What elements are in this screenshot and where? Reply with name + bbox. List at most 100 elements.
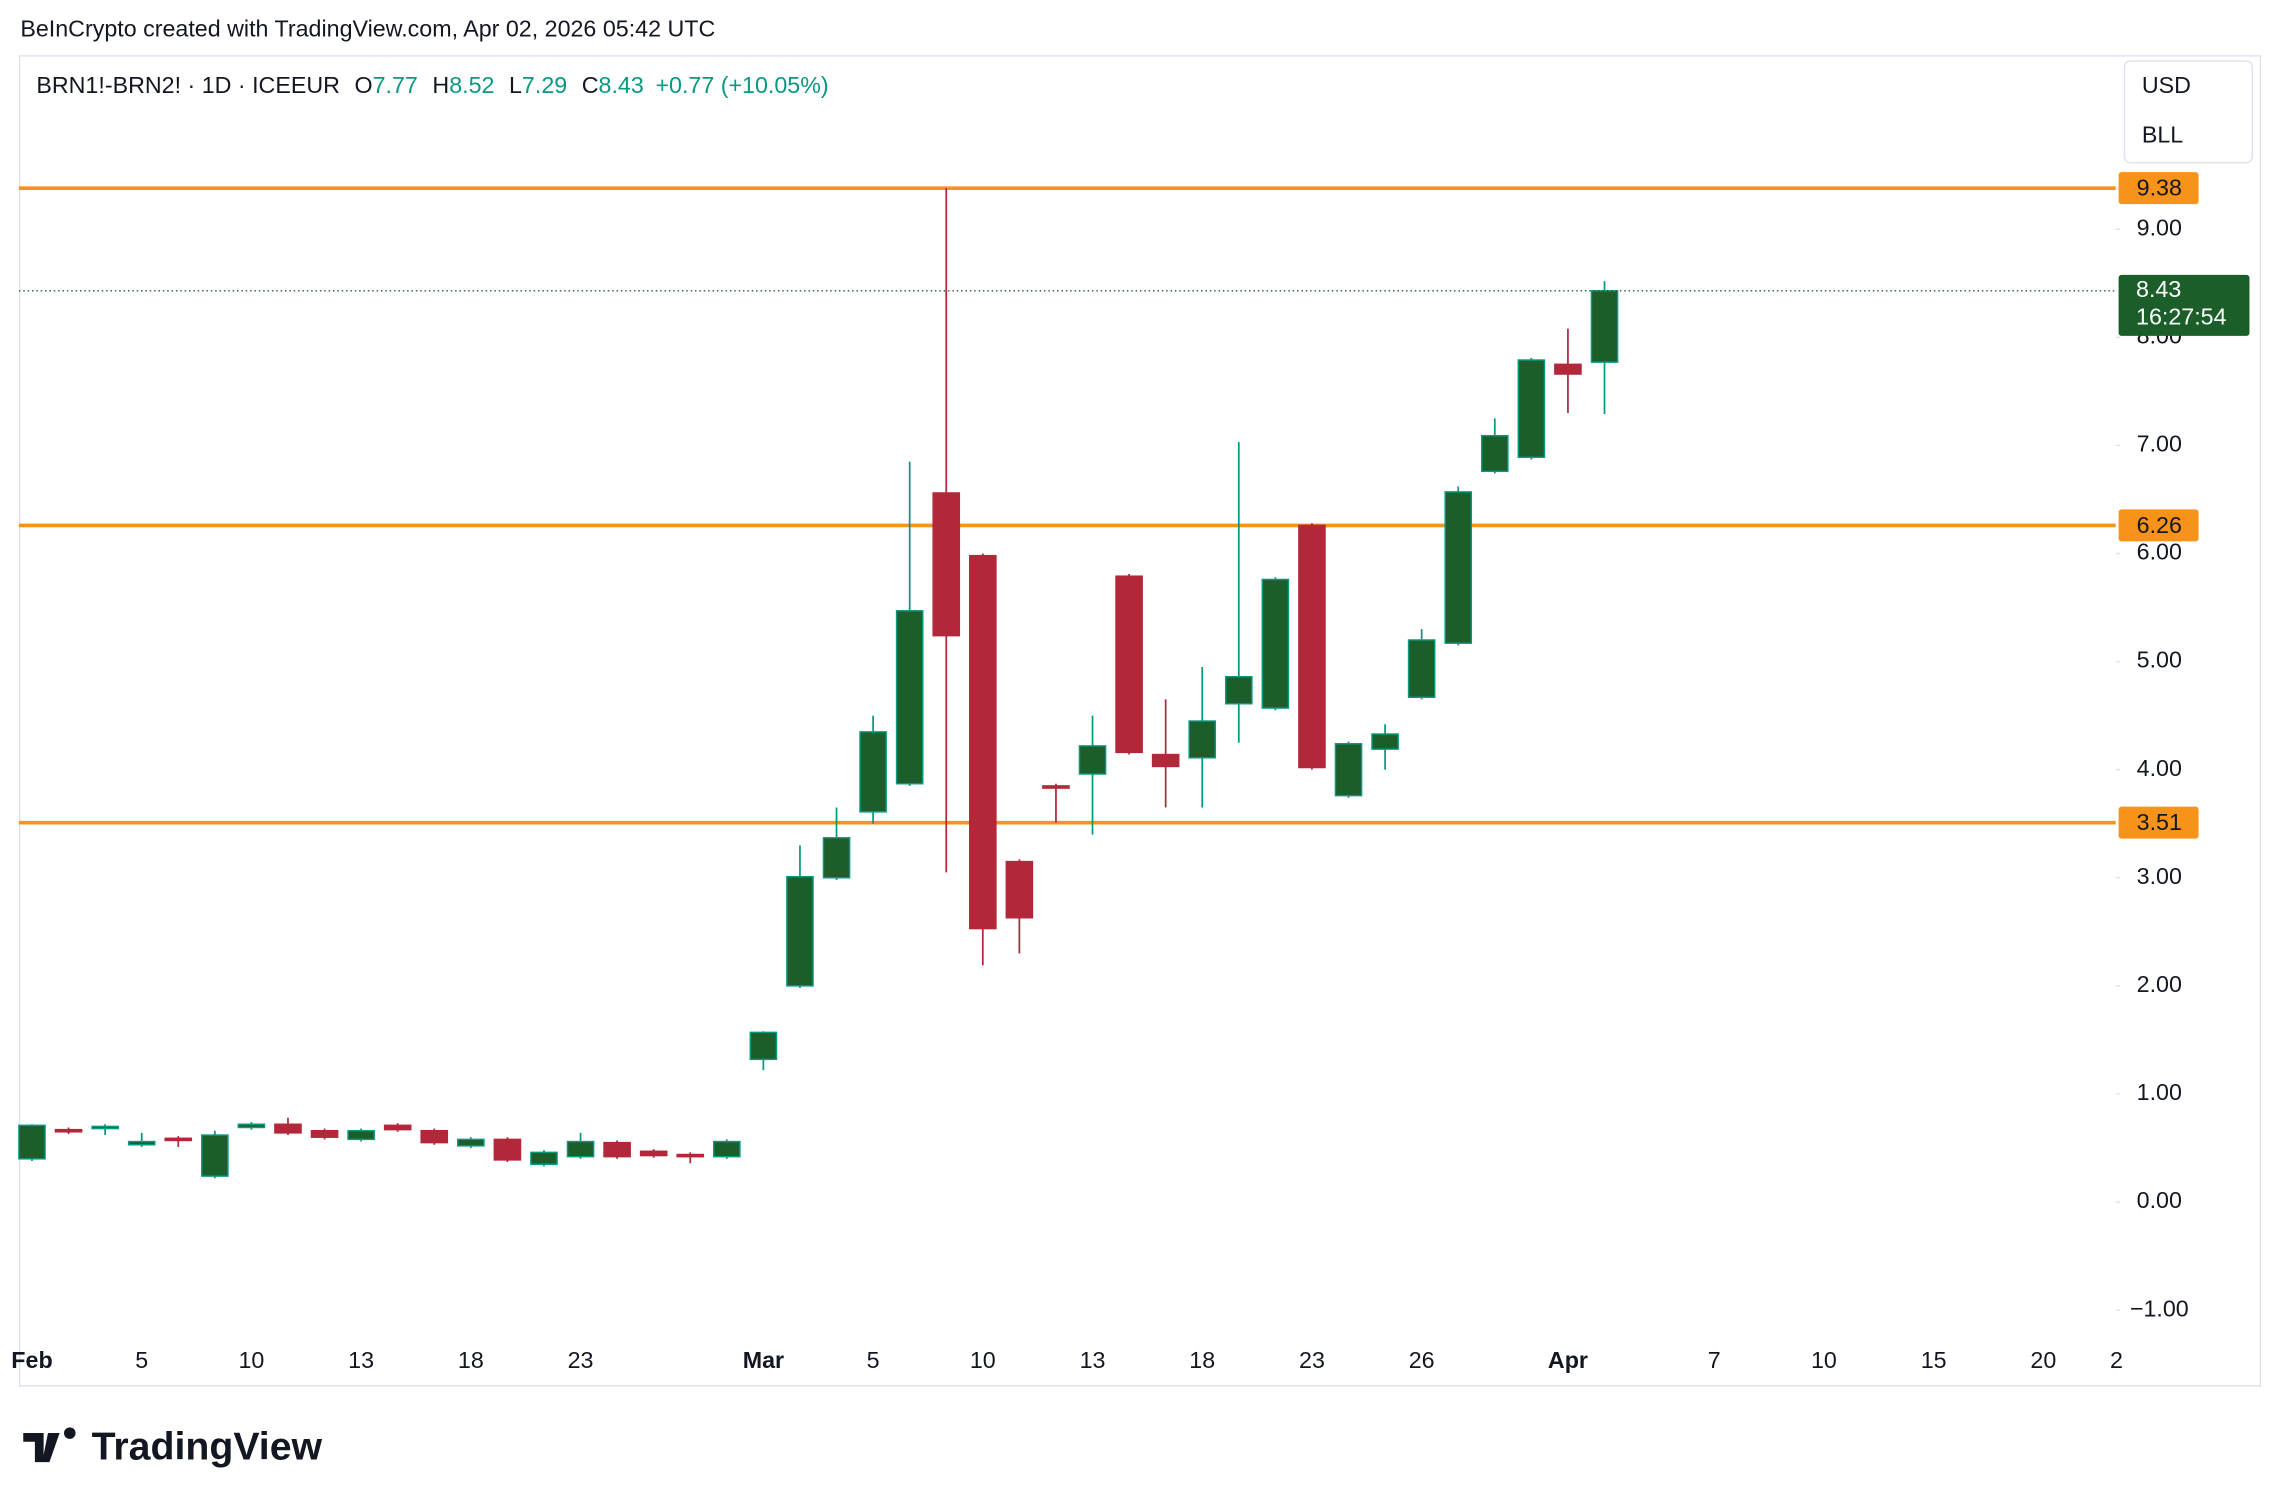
candle-body bbox=[1444, 491, 1473, 644]
x-tick-label: 13 bbox=[348, 1347, 374, 1373]
candle-body bbox=[1151, 753, 1180, 768]
candle-body bbox=[859, 731, 887, 813]
x-tick-label: Apr bbox=[1548, 1347, 1588, 1373]
level-label-box bbox=[2118, 172, 2199, 205]
y-tick-label: 9.00 bbox=[2137, 214, 2182, 240]
candle-body bbox=[603, 1141, 631, 1158]
x-tick-label: 2 bbox=[2110, 1347, 2123, 1373]
countdown: 16:27:54 bbox=[2136, 304, 2227, 330]
x-tick-label: 13 bbox=[1080, 1347, 1106, 1373]
logo-icon bbox=[23, 1427, 76, 1463]
x-tick-label: Mar bbox=[743, 1347, 784, 1373]
legend-header: BRN1!-BRN2! · 1D · ICEEUR O7.77 H8.52 L7.29… bbox=[36, 72, 828, 98]
ohlc-letter: H bbox=[432, 72, 449, 98]
x-tick-label: 23 bbox=[568, 1347, 594, 1373]
y-tick-label: 6.00 bbox=[2137, 539, 2182, 565]
ohlc-value: 7.77 bbox=[373, 72, 418, 98]
logo: TradingView bbox=[23, 1424, 323, 1468]
y-tick-label: −1.00 bbox=[2130, 1295, 2189, 1321]
candle-body bbox=[1042, 785, 1070, 789]
level-label-box bbox=[2118, 806, 2199, 839]
currency[interactable]: USD bbox=[2142, 72, 2191, 98]
candle-body bbox=[530, 1151, 558, 1165]
candle-body bbox=[822, 837, 851, 879]
pane-border bbox=[18, 55, 2262, 1387]
candle-body bbox=[639, 1150, 668, 1157]
candle-body bbox=[1407, 639, 1436, 698]
candle-body bbox=[54, 1128, 83, 1133]
y-tick-label: 4.00 bbox=[2137, 755, 2182, 781]
candle-body bbox=[347, 1130, 375, 1141]
candle-body bbox=[749, 1031, 778, 1061]
candle-body bbox=[1005, 860, 1034, 919]
candle-body bbox=[91, 1125, 119, 1130]
x-tick-label: 10 bbox=[1811, 1347, 1837, 1373]
candle-body bbox=[676, 1153, 705, 1158]
candle-body bbox=[969, 554, 997, 930]
level-label: 9.38 bbox=[2137, 175, 2182, 201]
candle-body bbox=[1078, 745, 1107, 775]
candle-body bbox=[1554, 363, 1582, 375]
ohlc-value: 8.52 bbox=[449, 72, 494, 98]
ohlc-letter: O bbox=[355, 72, 373, 98]
candle-body bbox=[713, 1140, 741, 1158]
y-tick-label: 3.00 bbox=[2137, 863, 2182, 889]
y-tick-label: 5.00 bbox=[2137, 647, 2182, 673]
y-tick-label: 1.00 bbox=[2137, 1079, 2182, 1105]
credit: BeInCrypto created with TradingView.com,… bbox=[20, 16, 715, 42]
ohlc-letter: C bbox=[582, 72, 599, 98]
unit-box[interactable] bbox=[2123, 60, 2254, 164]
level-label: 3.51 bbox=[2137, 809, 2182, 835]
y-tick-label: 0.00 bbox=[2137, 1187, 2182, 1213]
candle-body bbox=[1188, 720, 1217, 759]
level-label: 6.26 bbox=[2137, 512, 2182, 538]
candle-body bbox=[1298, 524, 1326, 769]
candle-body bbox=[457, 1138, 485, 1147]
brand: TradingView bbox=[92, 1424, 323, 1468]
candle-body bbox=[1224, 675, 1253, 705]
candle-body bbox=[1517, 359, 1546, 459]
candle-body bbox=[1480, 434, 1509, 473]
x-tick-label: 5 bbox=[135, 1347, 148, 1373]
candle-body bbox=[1261, 578, 1290, 709]
candle-body bbox=[1334, 743, 1363, 797]
symbol: BRN1!-BRN2! · 1D · ICEEUR bbox=[36, 72, 340, 98]
x-tick-label: 5 bbox=[867, 1347, 880, 1373]
candle-body bbox=[786, 875, 814, 987]
candle-body bbox=[1115, 575, 1143, 754]
level-label-box bbox=[2118, 509, 2199, 542]
candle-body bbox=[493, 1138, 522, 1161]
x-tick-label: 18 bbox=[458, 1347, 484, 1373]
candle-body bbox=[237, 1123, 266, 1129]
candle-body bbox=[274, 1123, 302, 1134]
price-label-box bbox=[2118, 274, 2250, 336]
x-tick-label: 10 bbox=[238, 1347, 264, 1373]
ohlc-value: 7.29 bbox=[522, 72, 567, 98]
x-tick-label: 20 bbox=[2030, 1347, 2056, 1373]
y-tick-label: 7.00 bbox=[2137, 431, 2182, 457]
ohlc-letter: L bbox=[509, 72, 522, 98]
candle-body bbox=[1371, 733, 1399, 750]
price-label: 8.43 bbox=[2136, 276, 2181, 302]
candle-body bbox=[201, 1134, 229, 1177]
x-tick-label: 7 bbox=[1708, 1347, 1721, 1373]
x-tick-label: 15 bbox=[1921, 1347, 1947, 1373]
x-tick-label: 23 bbox=[1299, 1347, 1325, 1373]
y-tick-label: 2.00 bbox=[2137, 971, 2182, 997]
candle-body bbox=[420, 1130, 449, 1144]
unit[interactable]: BLL bbox=[2142, 122, 2183, 148]
x-tick-label: 26 bbox=[1409, 1347, 1435, 1373]
candle-body bbox=[383, 1124, 412, 1131]
candle-body bbox=[310, 1130, 339, 1138]
candle-body bbox=[164, 1137, 193, 1142]
candle-body bbox=[566, 1140, 595, 1158]
ohlc-value: 8.43 bbox=[599, 72, 644, 98]
candle-body bbox=[1590, 290, 1619, 363]
candle-body bbox=[127, 1140, 156, 1146]
x-tick-label: Feb bbox=[11, 1347, 52, 1373]
x-tick-label: 10 bbox=[970, 1347, 996, 1373]
candle-body bbox=[895, 610, 924, 785]
